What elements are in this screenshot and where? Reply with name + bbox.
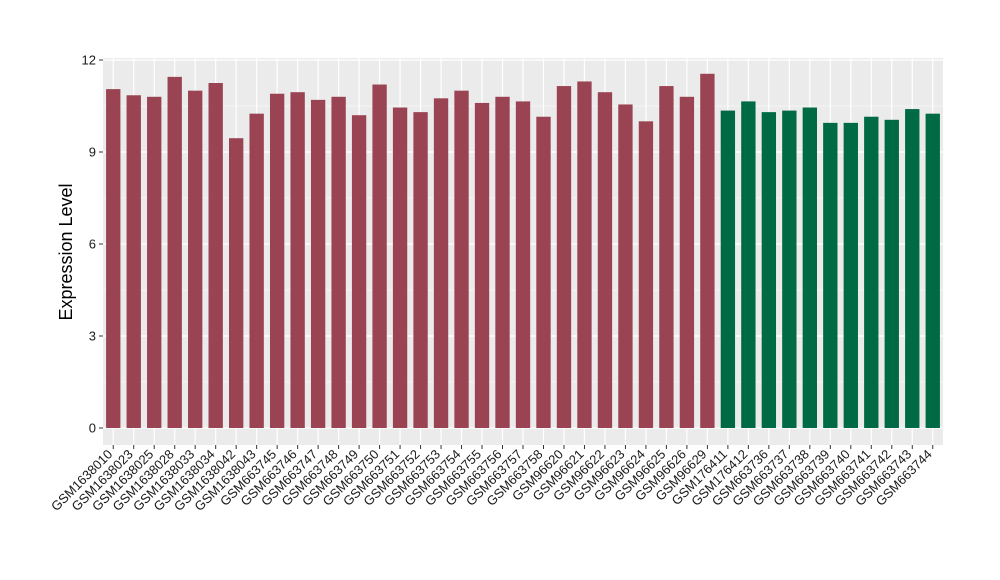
bar	[638, 121, 654, 428]
bar	[106, 89, 121, 428]
bar	[597, 92, 613, 428]
bar	[679, 96, 695, 429]
bar	[823, 122, 838, 428]
bar	[454, 90, 469, 429]
bar	[700, 73, 715, 429]
bar	[249, 113, 264, 429]
bar	[556, 86, 572, 429]
bar	[474, 102, 490, 428]
bar	[392, 107, 408, 429]
y-tick-label: 9	[89, 145, 96, 160]
bar	[536, 116, 551, 428]
bar	[310, 99, 326, 428]
bar	[782, 110, 797, 428]
bar	[372, 84, 387, 429]
bar	[659, 86, 674, 429]
bar	[495, 96, 510, 429]
bar	[290, 92, 305, 428]
y-tick-label: 12	[82, 53, 96, 68]
y-axis: 0 3 6 9 12	[82, 53, 103, 436]
bars	[106, 73, 940, 429]
bar	[147, 96, 162, 429]
bar	[331, 96, 346, 429]
bar	[126, 95, 141, 429]
y-tick-label: 6	[89, 237, 96, 252]
x-axis: GSM1638010GSM1638023GSM1638025GSM1638028…	[48, 445, 935, 514]
bar	[905, 109, 920, 429]
bar	[577, 81, 592, 428]
bar	[229, 138, 244, 428]
bar	[269, 93, 285, 428]
bar	[864, 116, 879, 428]
bar	[188, 90, 203, 429]
bar	[413, 112, 428, 428]
y-axis-title: Expression Level	[56, 183, 76, 320]
bar	[720, 110, 736, 428]
bar	[802, 107, 817, 429]
bar	[884, 119, 899, 429]
bar	[741, 101, 756, 429]
bar	[167, 76, 182, 428]
bar	[618, 104, 633, 428]
bar	[433, 98, 449, 428]
bar	[351, 115, 367, 428]
bar	[515, 101, 531, 429]
bar	[925, 113, 940, 429]
bar	[208, 83, 223, 428]
y-tick-label: 3	[89, 329, 96, 344]
y-tick-label: 0	[89, 421, 96, 436]
bar	[843, 122, 858, 428]
bar	[761, 112, 777, 428]
